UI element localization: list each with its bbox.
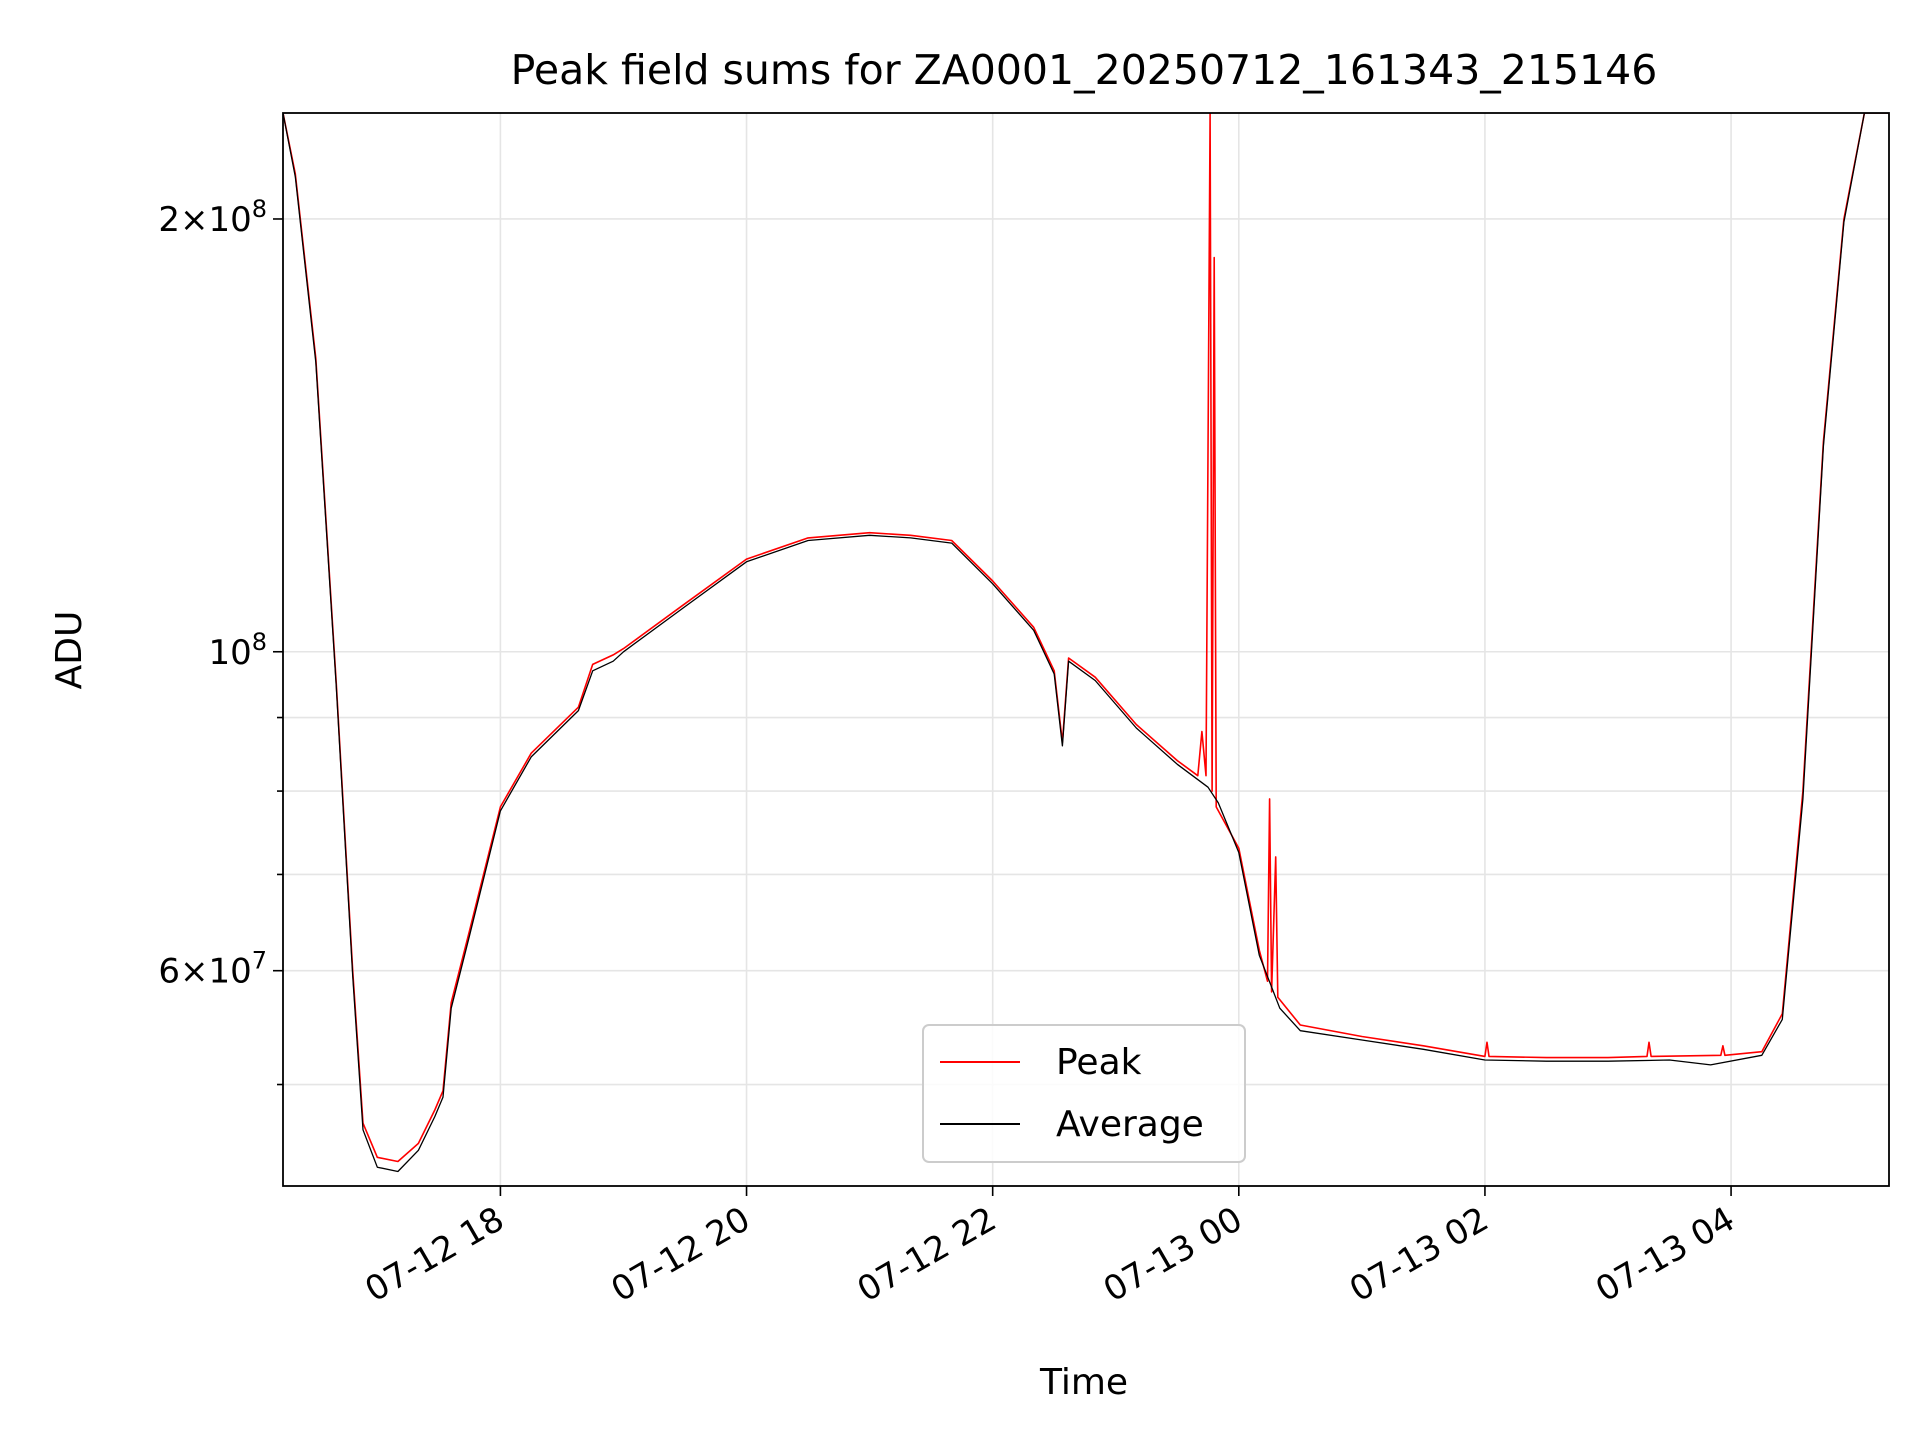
chart-title: Peak field sums for ZA0001_20250712_1613…	[511, 46, 1658, 94]
x-axis-label: Time	[1039, 1362, 1128, 1403]
legend: Peak Average	[922, 1024, 1246, 1163]
series-line-average	[283, 113, 1889, 1173]
series-line-peak	[283, 113, 1889, 1163]
y-tick-label: 6×107	[158, 947, 267, 992]
plot-frame	[282, 112, 1890, 1187]
legend-label-peak: Peak	[1056, 1042, 1142, 1083]
legend-label-average: Average	[1056, 1104, 1204, 1145]
y-axis-label: ADU	[49, 611, 90, 690]
y-tick-label: 108	[208, 628, 267, 673]
y-tick-label: 2×108	[158, 195, 267, 240]
